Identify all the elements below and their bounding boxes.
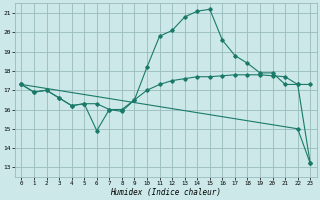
X-axis label: Humidex (Indice chaleur): Humidex (Indice chaleur) — [110, 188, 221, 197]
